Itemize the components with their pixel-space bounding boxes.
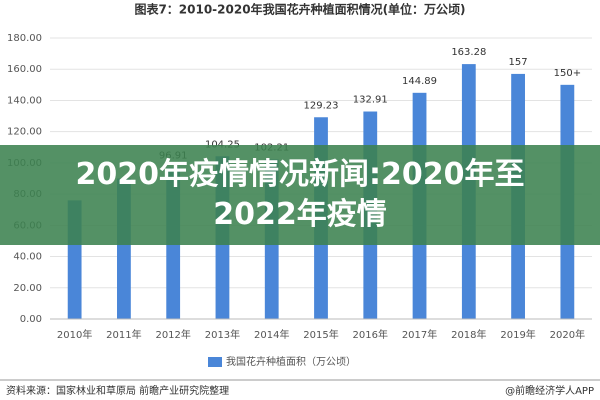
- x-tick-label: 2013年: [205, 328, 240, 341]
- y-tick-label: 40.00: [13, 252, 42, 263]
- value-label: 144.89: [402, 76, 437, 87]
- x-tick-label: 2015年: [303, 328, 338, 341]
- brand: @前瞻经济学人APP: [505, 384, 594, 397]
- x-tick-label: 2019年: [500, 328, 535, 341]
- x-tick-label: 2011年: [106, 328, 141, 341]
- value-label: 150+: [554, 68, 581, 79]
- legend-label: 我国花卉种植面积（万公顷）: [226, 355, 356, 368]
- source: 资料来源：国家林业和草原局 前瞻产业研究院整理: [6, 384, 229, 397]
- y-tick-label: 160.00: [7, 64, 42, 75]
- y-tick-label: 120.00: [7, 127, 42, 138]
- value-label: 104.25: [205, 139, 240, 150]
- x-tick-label: 2020年: [550, 328, 585, 341]
- value-label: 157: [509, 57, 528, 68]
- value-label: 163.28: [451, 47, 486, 58]
- x-tick-label: 2010年: [57, 328, 92, 341]
- y-tick-label: 140.00: [7, 95, 42, 106]
- chart-title: 图表7：2010-2020年我国花卉种植面积情况(单位：万公顷): [134, 2, 465, 17]
- x-tick-label: 2017年: [402, 328, 437, 341]
- y-tick-label: 20.00: [13, 283, 42, 294]
- x-tick-label: 2014年: [254, 328, 289, 341]
- x-tick-label: 2016年: [353, 328, 388, 341]
- legend-swatch: [208, 357, 222, 367]
- value-label: 132.91: [353, 95, 388, 106]
- value-label: 129.23: [304, 100, 339, 111]
- y-tick-label: 0.00: [20, 314, 42, 325]
- banner: 2020年疫情情况新闻:2020年至2022年疫情: [0, 145, 600, 245]
- x-tick-label: 2012年: [155, 328, 190, 341]
- x-tick-label: 2018年: [451, 328, 486, 341]
- y-tick-label: 180.00: [7, 33, 42, 44]
- banner-text: 2020年疫情情况新闻:2020年至2022年疫情: [75, 157, 525, 232]
